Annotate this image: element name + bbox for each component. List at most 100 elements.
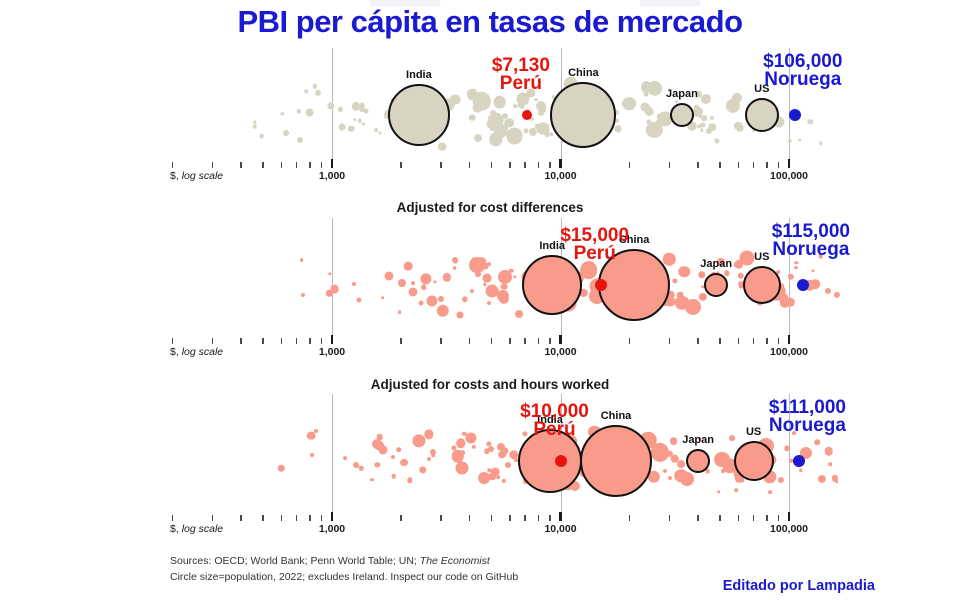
country-bubble	[540, 463, 549, 472]
country-bubble	[485, 284, 499, 298]
axis-caption-scale: log scale	[181, 170, 224, 182]
country-bubble	[644, 281, 663, 300]
country-bubble	[651, 443, 670, 462]
country-bubble	[576, 459, 586, 468]
country-bubble	[523, 443, 532, 453]
country-bubble	[710, 272, 718, 279]
country-bubble	[426, 295, 438, 307]
country-bubble	[622, 299, 641, 319]
country-bubble	[579, 261, 598, 279]
country-bubble	[818, 141, 823, 145]
country-bubble	[538, 286, 544, 292]
country-bubble	[689, 455, 698, 463]
axis-tick-label: 10,000	[544, 346, 577, 358]
country-bubble	[469, 433, 473, 438]
gridline	[789, 394, 790, 521]
country-bubble	[697, 271, 706, 279]
country-bubble	[529, 127, 538, 136]
country-bubble	[304, 89, 309, 94]
country-bubble	[428, 113, 439, 123]
axis-caption-scale: log scale	[181, 523, 224, 535]
country-bubble	[390, 98, 395, 103]
country-bubble	[506, 127, 524, 145]
country-bubble	[596, 276, 606, 286]
country-bubble	[352, 462, 359, 469]
callout-value: $111,000	[768, 397, 846, 418]
country-bubble	[423, 429, 434, 439]
country-bubble	[590, 479, 595, 483]
country-bubble	[825, 288, 832, 295]
country-bubble	[542, 265, 552, 276]
country-bubble	[784, 445, 790, 451]
country-bubble	[543, 294, 549, 300]
callout-noruega: $111,000 Noruega	[768, 397, 846, 435]
country-bubble	[538, 105, 546, 113]
country-bubble	[581, 119, 586, 123]
country-bubble	[374, 440, 382, 448]
country-bubble	[735, 472, 740, 477]
country-bubble	[523, 127, 529, 134]
country-bubble	[476, 256, 487, 267]
country-bubble	[472, 102, 484, 114]
country-bubble	[486, 300, 491, 305]
country-bubble	[384, 110, 392, 119]
country-bubble	[584, 441, 590, 447]
country-bubble	[597, 92, 608, 103]
country-bubble	[574, 483, 580, 488]
country-bubble	[503, 294, 509, 300]
country-bubble	[338, 123, 346, 131]
axis-tick-minor	[240, 338, 242, 344]
country-bubble	[613, 268, 619, 273]
country-bubble	[359, 106, 365, 112]
country-bubble	[681, 296, 690, 305]
country-bubble	[504, 461, 512, 468]
axis-tick-minor	[490, 162, 493, 168]
callout-peru: $7,130 Perú	[492, 56, 550, 93]
country-bubble	[352, 118, 357, 122]
country-bubble	[374, 128, 379, 132]
country-bubble	[562, 279, 570, 287]
axis-caption: $, log scale	[170, 170, 223, 182]
country-bubble	[439, 105, 444, 110]
country-bubble	[650, 258, 654, 263]
country-bubble	[778, 292, 788, 303]
bubble-label-china: China	[568, 67, 599, 79]
country-bubble	[636, 438, 640, 443]
country-bubble	[462, 296, 468, 302]
country-bubble	[647, 470, 660, 484]
country-bubble	[359, 102, 365, 108]
country-bubble	[555, 126, 567, 137]
highlighted-bubble-india	[518, 429, 582, 493]
country-bubble	[498, 450, 506, 459]
country-bubble	[544, 446, 554, 456]
country-bubble	[662, 253, 676, 266]
axis-tick-minor	[766, 338, 768, 344]
country-bubble	[700, 122, 706, 128]
country-bubble	[425, 115, 437, 127]
country-bubble	[489, 122, 497, 130]
bubble-label-us: US	[754, 83, 770, 95]
country-bubble	[549, 290, 556, 296]
country-bubble	[737, 272, 745, 280]
axis-tick-minor	[211, 162, 214, 168]
country-bubble	[643, 266, 649, 272]
country-bubble	[605, 288, 612, 296]
country-bubble	[522, 431, 528, 437]
country-bubble	[513, 104, 517, 108]
axis-tick-minor	[537, 338, 540, 344]
axis-tick-minor	[668, 338, 671, 344]
country-bubble	[514, 309, 523, 318]
axis-tick-minor	[400, 338, 402, 344]
country-bubble	[516, 92, 530, 106]
country-bubble	[764, 453, 777, 466]
axis-tick-minor	[400, 162, 402, 168]
country-bubble	[371, 439, 382, 449]
highlighted-bubble-china	[580, 425, 652, 497]
country-bubble	[732, 92, 743, 103]
country-bubble	[499, 293, 504, 299]
country-bubble	[700, 128, 704, 132]
country-bubble	[779, 297, 790, 308]
country-bubble	[612, 475, 617, 480]
country-bubble	[587, 478, 593, 484]
country-bubble	[351, 102, 361, 111]
